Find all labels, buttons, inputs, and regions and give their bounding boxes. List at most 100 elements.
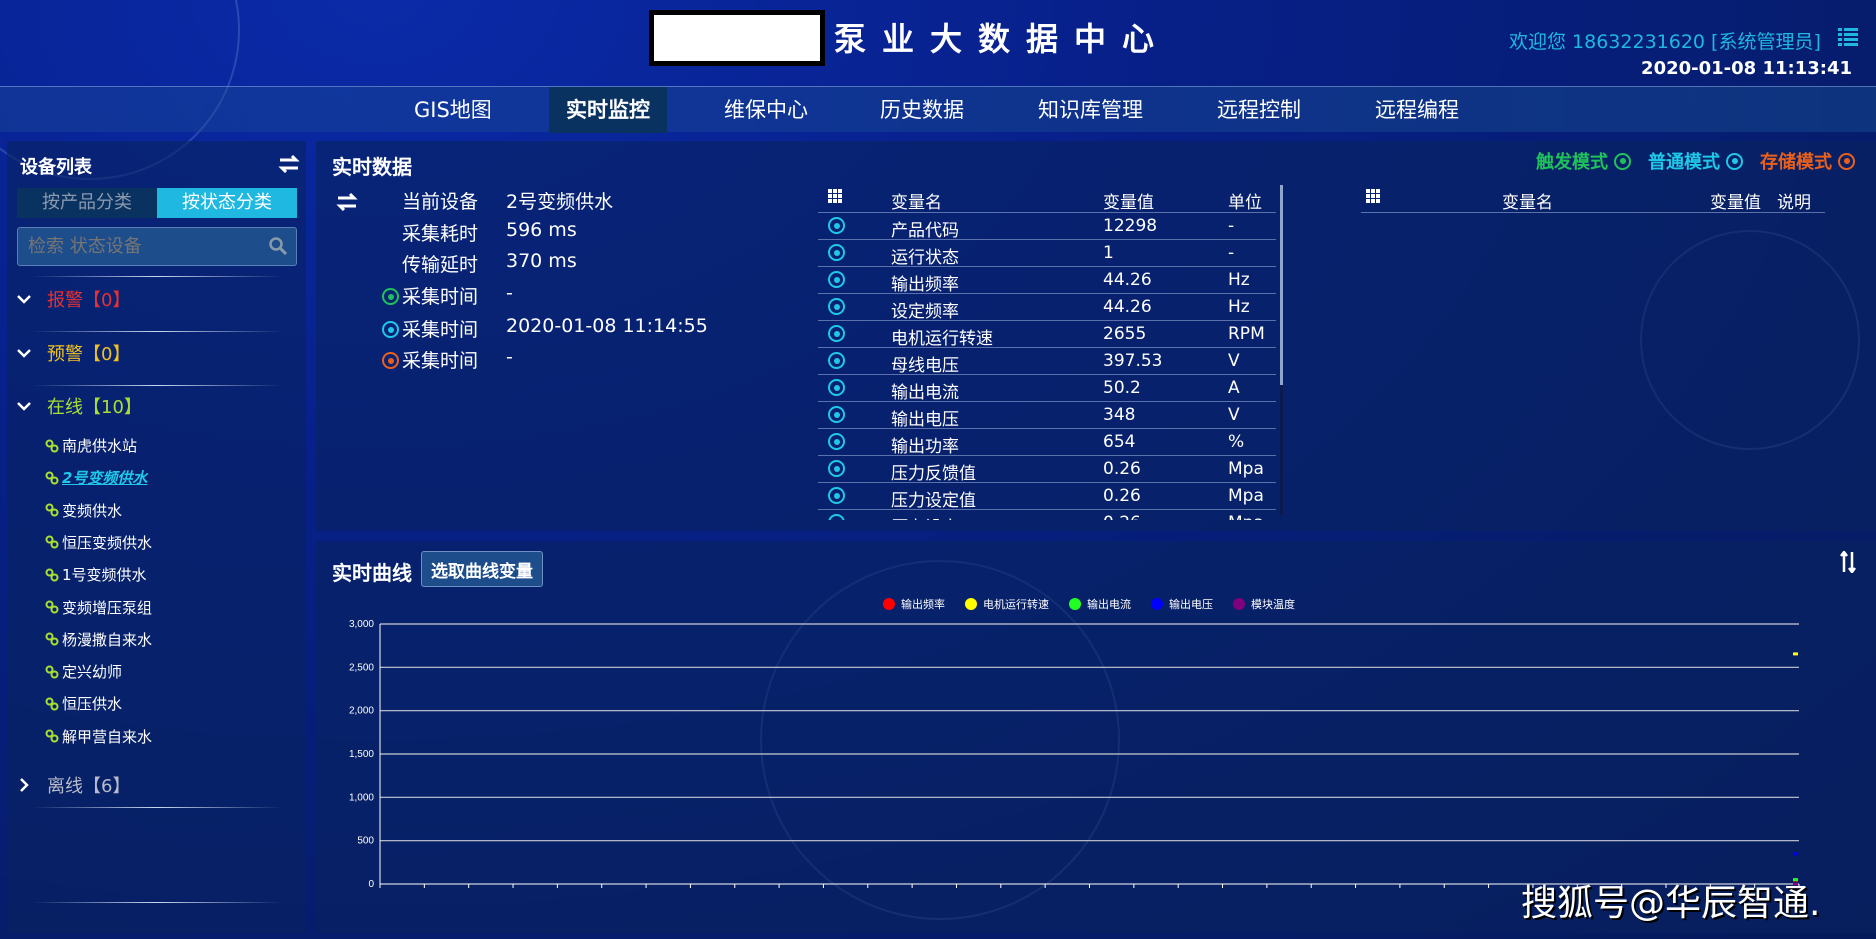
variable-name: 输出电压 — [891, 410, 959, 430]
search-icon[interactable] — [269, 237, 287, 255]
nav-realtime[interactable]: 实时监控 — [549, 87, 667, 133]
link-icon — [45, 600, 59, 614]
status-ring-icon — [382, 288, 399, 305]
sort-icon[interactable] — [1840, 551, 1856, 573]
table-header: 变量名 变量值 单位 — [818, 185, 1276, 213]
device-item[interactable]: 变频增压泵组 — [45, 597, 152, 618]
variable-name: 压力设定值 — [891, 491, 976, 511]
device-item[interactable]: 解甲营自来水 — [45, 726, 152, 747]
info-label: 采集时间 — [402, 286, 479, 308]
variable-value: 0.26 — [1103, 459, 1141, 479]
table-row[interactable]: 压力设定 0.26 Mpa — [818, 510, 1276, 520]
y-tick-label: 1,000 — [349, 792, 374, 803]
nav-remote-program[interactable]: 远程编程 — [1375, 98, 1459, 122]
mode-toggle[interactable]: 存储模式 — [1760, 148, 1855, 174]
group-offline[interactable]: 离线【6】 — [17, 772, 130, 798]
group-alarm[interactable]: 报警【0】 — [17, 286, 130, 312]
table-row[interactable]: 运行状态 1 - — [818, 240, 1276, 268]
device-item[interactable]: 2号变频供水 — [45, 467, 147, 488]
variable-unit: Mpa — [1228, 513, 1264, 520]
y-tick-label: 2,500 — [349, 662, 374, 673]
table-row[interactable]: 电机运行转速 2655 RPM — [818, 321, 1276, 349]
table-row[interactable]: 输出功率 654% — [818, 429, 1276, 457]
variable-value: 0.26 — [1103, 513, 1141, 520]
variable-unit: V — [1228, 405, 1240, 425]
variable-unit: - — [1228, 243, 1235, 263]
grid-icon[interactable] — [1366, 189, 1380, 203]
nav-history[interactable]: 历史数据 — [880, 98, 964, 122]
tab-by-product[interactable]: 按产品分类 — [17, 188, 157, 218]
device-item[interactable]: 恒压供水 — [45, 693, 122, 714]
table-row[interactable]: 输出电流 50.2 A — [818, 375, 1276, 403]
device-item[interactable]: 恒压变频供水 — [45, 532, 152, 553]
mode-toggle[interactable]: 普通模式 — [1648, 148, 1743, 174]
tab-by-status[interactable]: 按状态分类 — [157, 188, 297, 218]
list-menu-icon[interactable] — [1838, 28, 1858, 46]
switch-device-icon[interactable] — [336, 193, 358, 211]
device-label: 恒压供水 — [62, 695, 123, 714]
legend-label: 输出电流 — [1087, 597, 1131, 611]
mode-toggle[interactable]: 触发模式 — [1536, 148, 1631, 174]
select-variable-icon[interactable] — [828, 379, 845, 396]
sidebar-title: 设备列表 — [20, 157, 92, 178]
select-variable-icon[interactable] — [828, 460, 845, 477]
device-label: 1号变频供水 — [62, 566, 147, 585]
device-search-input[interactable] — [17, 227, 297, 266]
select-variable-icon[interactable] — [828, 514, 845, 520]
nav-gis[interactable]: GIS地图 — [414, 98, 492, 122]
clock: 2020-01-08 11:13:41 — [1641, 58, 1852, 79]
legend-marker — [1151, 598, 1163, 610]
chevron-down-icon — [17, 349, 31, 358]
link-icon — [45, 697, 59, 711]
device-label: 2号变频供水 — [62, 469, 148, 488]
group-warning[interactable]: 预警【0】 — [17, 340, 130, 366]
select-variable-icon[interactable] — [828, 325, 845, 342]
link-icon — [45, 503, 59, 517]
nav-remote-control[interactable]: 远程控制 — [1217, 98, 1301, 122]
table-scrollbar[interactable] — [1280, 185, 1283, 515]
info-value: 596 ms — [506, 219, 577, 241]
legend-label: 输出电压 — [1169, 597, 1213, 611]
variable-unit: Mpa — [1228, 486, 1264, 506]
select-variable-icon[interactable] — [828, 487, 845, 504]
table-row[interactable]: 压力设定值 0.26 Mpa — [818, 483, 1276, 511]
variable-value: 2655 — [1103, 324, 1147, 344]
info-value: 2020-01-08 11:14:55 — [506, 315, 708, 337]
variable-value: 1 — [1103, 243, 1114, 263]
col-header: 单位 — [1228, 193, 1262, 213]
link-icon — [45, 535, 59, 549]
table-row[interactable]: 输出电压 348 V — [818, 402, 1276, 430]
info-value: 370 ms — [506, 250, 577, 272]
user-welcome[interactable]: 欢迎您 18632231620 [系统管理员] — [1509, 31, 1821, 53]
grid-icon[interactable] — [828, 189, 842, 203]
select-variable-icon[interactable] — [828, 217, 845, 234]
variable-unit: - — [1228, 216, 1235, 236]
nav-knowledge[interactable]: 知识库管理 — [1038, 98, 1143, 122]
divider — [32, 385, 282, 386]
group-online[interactable]: 在线【10】 — [17, 393, 142, 419]
variable-unit: % — [1228, 432, 1245, 452]
select-variable-icon[interactable] — [828, 433, 845, 450]
link-icon — [45, 665, 59, 679]
info-label: 当前设备 — [402, 191, 479, 213]
table-row[interactable]: 压力反馈值 0.26 Mpa — [818, 456, 1276, 484]
table-row[interactable]: 输出频率 44.26 Hz — [818, 267, 1276, 295]
device-item[interactable]: 变频供水 — [45, 500, 122, 521]
select-variable-icon[interactable] — [828, 271, 845, 288]
radio-ring-icon — [1726, 152, 1743, 170]
table-row[interactable]: 产品代码 12298 - — [818, 213, 1276, 241]
select-variable-icon[interactable] — [828, 352, 845, 369]
device-item[interactable]: 1号变频供水 — [45, 564, 147, 585]
swap-icon[interactable] — [278, 155, 300, 173]
table-row[interactable]: 母线电压 397.53 V — [818, 348, 1276, 376]
select-variable-icon[interactable] — [828, 298, 845, 315]
nav-maintenance[interactable]: 维保中心 — [724, 98, 808, 122]
select-variable-icon[interactable] — [828, 406, 845, 423]
device-item[interactable]: 杨漫撒自来水 — [45, 629, 152, 650]
pick-curve-variables-button[interactable]: 选取曲线变量 — [421, 551, 543, 587]
variable-name: 母线电压 — [891, 356, 959, 376]
device-item[interactable]: 定兴幼师 — [45, 661, 122, 682]
device-item[interactable]: 南虎供水站 — [45, 435, 137, 456]
table-row[interactable]: 设定频率 44.26 Hz — [818, 294, 1276, 322]
select-variable-icon[interactable] — [828, 244, 845, 261]
